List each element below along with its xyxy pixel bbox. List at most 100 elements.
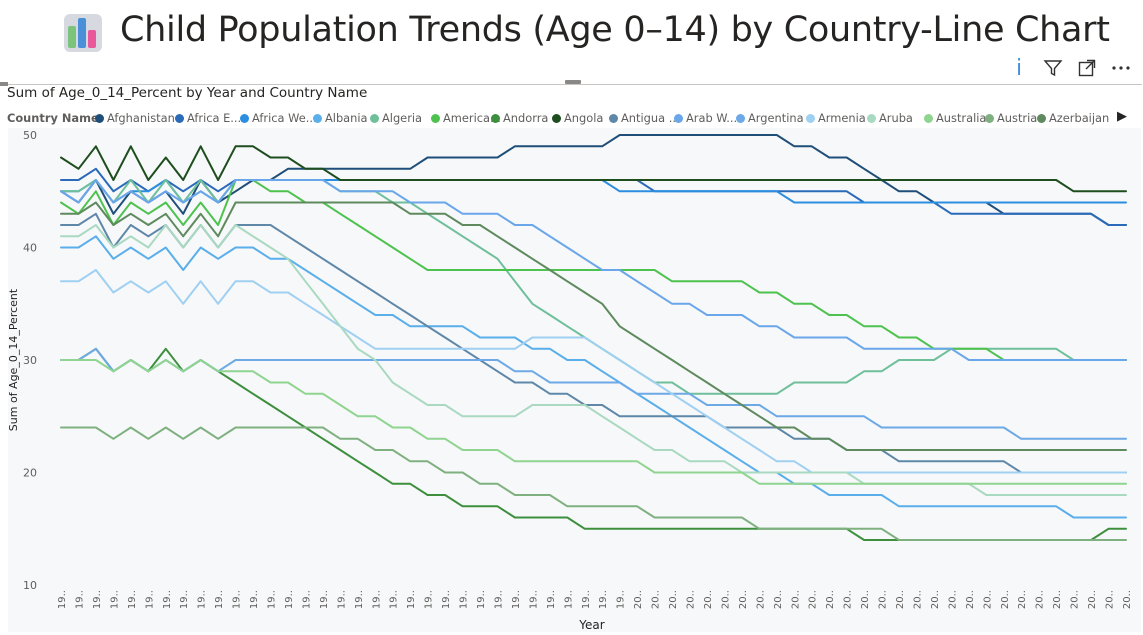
x-tick-label: 19.. — [511, 590, 522, 609]
legend-item[interactable]: Azerbaijan — [1037, 111, 1109, 125]
legend-dot-icon — [806, 113, 815, 123]
legend-dot-icon — [431, 113, 440, 123]
legend-dot-icon — [313, 113, 322, 123]
legend-item[interactable]: Armenia — [806, 111, 866, 125]
x-tick-label: 20.. — [930, 590, 941, 609]
x-tick-label: 20.. — [1052, 590, 1063, 609]
legend-next-arrow-icon[interactable]: ▶ — [1117, 109, 1127, 124]
series-line — [60, 212, 1127, 474]
legend-item[interactable]: Andorra — [491, 111, 548, 125]
x-tick-label: 19.. — [459, 590, 470, 609]
x-tick-label: 20.. — [703, 590, 714, 609]
legend-item[interactable]: Albania — [313, 111, 368, 125]
expand-icon — [1078, 59, 1096, 77]
x-tick-label: 19.. — [109, 590, 120, 609]
x-tick-label: 20.. — [1122, 590, 1133, 609]
x-tick-label: 19.. — [476, 590, 487, 609]
y-tick-label: 20 — [23, 467, 37, 480]
x-tick-label: 20.. — [878, 590, 889, 609]
x-tick-label: 19.. — [74, 590, 85, 609]
legend-item[interactable]: Austria — [985, 111, 1037, 125]
legend-item[interactable]: Antigua ... — [609, 111, 680, 125]
x-tick-label: 20.. — [947, 590, 958, 609]
x-axis-title: Year — [578, 618, 604, 632]
x-tick-label: 19.. — [232, 590, 243, 609]
page-header: Child Population Trends (Age 0–14) by Co… — [0, 0, 1143, 68]
legend-label: Albania — [325, 111, 368, 125]
legend-item[interactable]: Aruba — [867, 111, 913, 125]
focus-mode-button[interactable] — [1071, 54, 1103, 82]
x-tick-label: 19.. — [616, 590, 627, 609]
legend-label: Australia — [936, 111, 987, 125]
x-tick-label: 19.. — [441, 590, 452, 609]
legend-dot-icon — [1037, 113, 1046, 123]
x-tick-label: 20.. — [860, 590, 871, 609]
legend-dot-icon — [370, 113, 379, 123]
legend-label: America... — [443, 111, 501, 125]
x-tick-label: 19.. — [528, 590, 539, 609]
series-line — [60, 347, 1127, 440]
x-tick-label: 19.. — [546, 590, 557, 609]
y-tick-label: 30 — [23, 354, 37, 367]
x-tick-label: 19.. — [127, 590, 138, 609]
legend-item[interactable]: Africa We... — [240, 111, 317, 125]
x-tick-label: 19.. — [319, 590, 330, 609]
plot-area — [8, 128, 1141, 632]
filter-button[interactable] — [1037, 54, 1069, 82]
legend-item[interactable]: Afghanistan — [95, 111, 175, 125]
visual-title: Sum of Age_0_14_Percent by Year and Coun… — [7, 85, 368, 101]
x-tick-label: 20.. — [808, 590, 819, 609]
legend-label: Azerbaijan — [1049, 111, 1110, 125]
x-tick-label: 19.. — [354, 590, 365, 609]
more-options-button[interactable] — [1105, 54, 1137, 82]
legend-dot-icon — [95, 113, 104, 123]
series-line — [60, 235, 1127, 519]
x-tick-label: 20.. — [1070, 590, 1081, 609]
series-line — [60, 145, 1127, 193]
x-tick-label: 19.. — [197, 590, 208, 609]
series-line — [60, 359, 1127, 485]
series-line — [60, 201, 1127, 451]
legend-label: Aruba — [879, 111, 913, 125]
legend-item[interactable]: Algeria — [370, 111, 422, 125]
legend-label: Africa We... — [252, 111, 317, 125]
x-tick-label: 20.. — [1105, 590, 1116, 609]
x-tick-label: 19.. — [563, 590, 574, 609]
x-tick-label: 19.. — [162, 590, 173, 609]
resize-handle-top[interactable] — [565, 80, 581, 84]
x-tick-label: 20.. — [825, 590, 836, 609]
legend-label: Angola — [564, 111, 604, 125]
legend-item[interactable]: Australia — [924, 111, 986, 125]
chart-legend: Country Name Afghanistan Africa E... Afric… — [7, 109, 1137, 127]
filter-icon — [1043, 60, 1063, 77]
series-line — [60, 426, 1127, 541]
resize-handle-left[interactable] — [0, 82, 8, 86]
legend-label: Algeria — [382, 111, 423, 125]
x-tick-label: 19.. — [179, 590, 190, 609]
x-tick-label: 19.. — [493, 590, 504, 609]
legend-item[interactable]: Argentina — [736, 111, 804, 125]
x-tick-label: 19.. — [389, 590, 400, 609]
x-tick-label: 20.. — [1017, 590, 1028, 609]
legend-label: Argentina — [748, 111, 804, 125]
legend-title: Country Name — [7, 111, 99, 125]
x-tick-label: 20.. — [633, 590, 644, 609]
legend-item[interactable]: Angola — [552, 111, 603, 125]
x-tick-label: 20.. — [738, 590, 749, 609]
x-tick-label: 19.. — [406, 590, 417, 609]
x-tick-label: 20.. — [895, 590, 906, 609]
legend-item[interactable]: Arab W... — [674, 111, 737, 125]
legend-label: Africa E... — [187, 111, 242, 125]
x-tick-label: 20.. — [965, 590, 976, 609]
x-tick-label: 19.. — [598, 590, 609, 609]
legend-label: Arab W... — [686, 111, 738, 125]
report-chart-icon — [64, 14, 102, 52]
legend-item[interactable]: Africa E... — [175, 111, 241, 125]
x-tick-label: 19.. — [284, 590, 295, 609]
x-tick-label: 20.. — [1087, 590, 1098, 609]
legend-label: Austria — [997, 111, 1038, 125]
info-button[interactable]: i — [1003, 54, 1035, 82]
x-tick-label: 20.. — [790, 590, 801, 609]
legend-item[interactable]: America... — [431, 111, 501, 125]
